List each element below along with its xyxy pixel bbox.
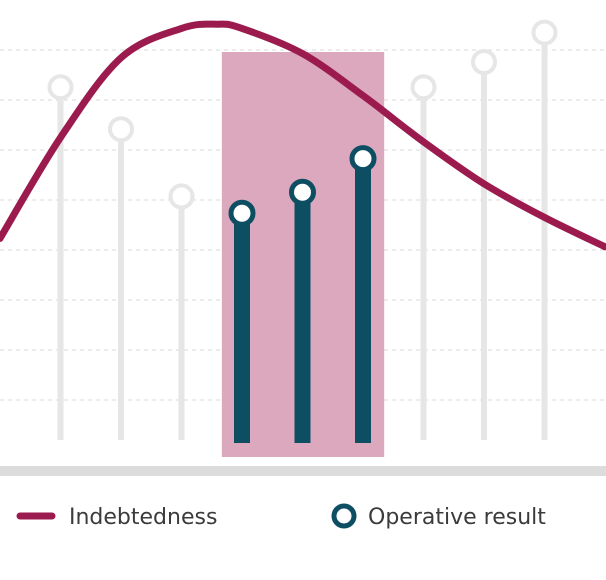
operative-result-markers — [47, 19, 558, 227]
operative-result-stems — [57, 32, 548, 443]
x-axis-baseline — [0, 466, 606, 476]
operative-result-stem — [481, 62, 487, 440]
operative-result-point — [349, 145, 377, 173]
operative-result-stem — [541, 32, 548, 440]
operative-result-point — [228, 199, 256, 227]
operative-result-point — [289, 178, 316, 206]
operative-result-point — [471, 49, 497, 75]
indebtedness-line — [0, 20, 606, 251]
legend-label-operative-result: Operative result — [368, 505, 546, 530]
legend-label-indebtedness: Indebtedness — [69, 505, 217, 530]
legend-swatch-operative-result — [331, 503, 357, 529]
operative-result-point — [168, 183, 195, 210]
operative-result-point — [531, 19, 558, 46]
operative-result-point — [47, 74, 74, 101]
operative-result-stem — [420, 87, 427, 440]
operative-result-stem — [355, 158, 371, 443]
operative-result-stem — [178, 196, 185, 440]
operative-result-stem — [294, 192, 311, 443]
operative-result-stem — [118, 129, 124, 440]
operative-result-point — [410, 74, 437, 101]
operative-result-stem — [57, 87, 64, 440]
operative-result-point — [108, 116, 134, 143]
legend: Indebtedness Operative result — [16, 503, 546, 530]
operative-result-stem — [234, 213, 250, 443]
